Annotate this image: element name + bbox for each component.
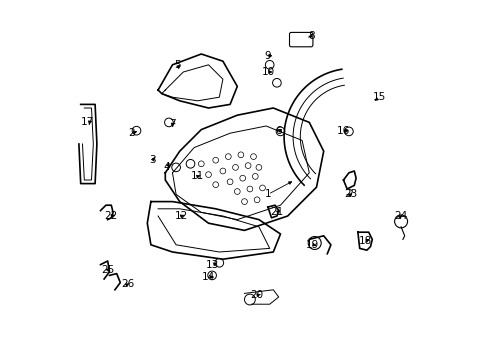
Text: 17: 17 — [81, 117, 94, 127]
Text: 22: 22 — [104, 211, 118, 221]
Text: 13: 13 — [205, 260, 218, 270]
Text: 2: 2 — [127, 128, 134, 138]
Text: 6: 6 — [275, 126, 282, 136]
Text: 5: 5 — [174, 60, 181, 70]
Text: 10: 10 — [261, 67, 274, 77]
Text: 18: 18 — [358, 236, 371, 246]
Text: 16: 16 — [336, 126, 349, 136]
Text: 21: 21 — [270, 207, 283, 217]
Text: 20: 20 — [250, 290, 263, 300]
Text: 26: 26 — [121, 279, 134, 289]
Text: 24: 24 — [394, 211, 407, 221]
Text: 9: 9 — [264, 51, 271, 61]
Text: 8: 8 — [307, 31, 314, 41]
Text: 14: 14 — [202, 272, 215, 282]
Text: 15: 15 — [372, 92, 386, 102]
Text: 23: 23 — [344, 189, 357, 199]
Text: 25: 25 — [101, 265, 114, 275]
Text: 12: 12 — [175, 211, 188, 221]
Text: 7: 7 — [169, 119, 176, 129]
Text: 11: 11 — [191, 171, 204, 181]
Text: 4: 4 — [163, 162, 170, 172]
Text: 19: 19 — [305, 240, 319, 250]
Text: 1: 1 — [264, 189, 271, 199]
Text: 3: 3 — [149, 155, 156, 165]
